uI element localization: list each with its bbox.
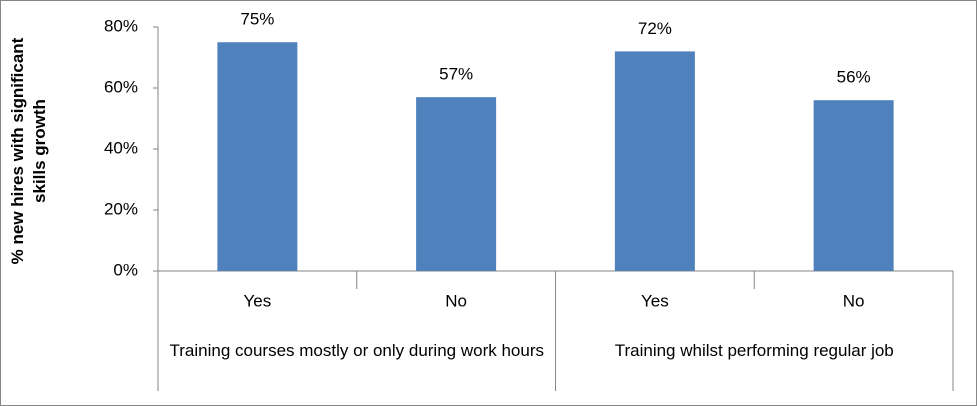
group-label: Training courses mostly or only during w… [169, 341, 544, 360]
x-tick-label: Yes [244, 291, 272, 310]
y-tick-label: 60% [104, 77, 138, 96]
bar [813, 100, 894, 271]
y-tick-label: 20% [104, 199, 138, 218]
value-label: 72% [638, 19, 672, 38]
value-label: 75% [240, 10, 274, 29]
y-tick-label: 80% [104, 16, 138, 35]
value-label: 57% [439, 65, 473, 84]
x-tick-label: Yes [641, 291, 669, 310]
y-tick-label: 40% [104, 138, 138, 157]
bar [416, 97, 497, 272]
x-tick-label: No [843, 291, 865, 310]
y-axis-title: % new hires with significant skills grow… [8, 37, 49, 265]
x-tick-label: No [445, 291, 467, 310]
bar [217, 42, 298, 271]
group-label: Training whilst performing regular job [614, 341, 894, 360]
bar [614, 51, 695, 272]
value-label: 56% [837, 68, 871, 87]
y-tick-label: 0% [113, 260, 138, 279]
